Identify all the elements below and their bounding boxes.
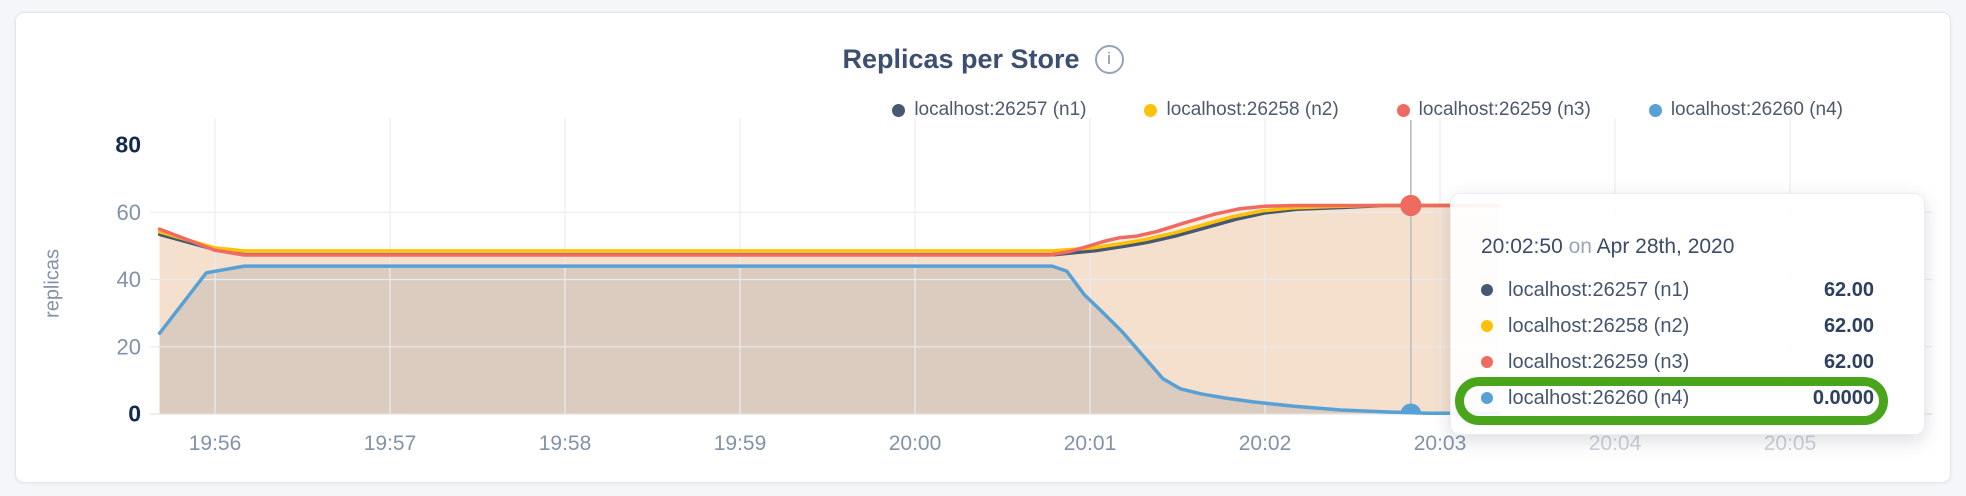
tooltip-row-label: localhost:26259 (n3) bbox=[1508, 350, 1690, 373]
y-tick-label: 60 bbox=[117, 200, 141, 225]
tooltip-row-dot bbox=[1481, 284, 1493, 296]
tooltip-row-value: 62.00 bbox=[1823, 278, 1874, 301]
legend-item-label: localhost:26258 (n2) bbox=[1166, 99, 1339, 120]
tooltip-rows: localhost:26257 (n1) 62.00 localhost:26258… bbox=[1481, 272, 1894, 416]
area-fill-2 bbox=[159, 205, 1499, 414]
tooltip-header: 20:02:50 on Apr 28th, 2020 bbox=[1481, 234, 1894, 260]
tooltip-row-label: localhost:26258 (n2) bbox=[1508, 314, 1690, 337]
tooltip-time: 20:02:50 bbox=[1481, 235, 1563, 258]
y-tick-label: 40 bbox=[117, 267, 141, 292]
x-tick-label: 19:56 bbox=[189, 432, 242, 455]
y-axis-title: replicas bbox=[41, 249, 64, 318]
page-title: Replicas per Store bbox=[842, 44, 1080, 74]
y-tick-label: 0 bbox=[128, 401, 141, 427]
area-fill-1 bbox=[159, 205, 1499, 414]
series-line-2 bbox=[157, 203, 1501, 257]
tooltip-row-n1: localhost:26257 (n1) 62.00 bbox=[1481, 272, 1894, 308]
x-tick-label: 19:59 bbox=[714, 432, 767, 455]
tooltip-row-n4: localhost:26260 (n4) 0.0000 bbox=[1481, 380, 1894, 416]
x-tick-label: 20:03 bbox=[1414, 432, 1467, 455]
y-tick-labels: 80 60 40 20 0 bbox=[115, 132, 141, 427]
tooltip-row-value: 62.00 bbox=[1823, 350, 1874, 373]
x-tick-label: 20:04 bbox=[1589, 432, 1642, 455]
tooltip-row-dot bbox=[1481, 320, 1493, 332]
chart-header: Replicas per Store i bbox=[0, 42, 1966, 76]
hover-dots bbox=[1400, 195, 1422, 414]
hover-dot-2 bbox=[1400, 195, 1422, 216]
y-tick-label: 20 bbox=[117, 334, 141, 359]
x-tick-label: 20:01 bbox=[1064, 432, 1117, 455]
x-tick-labels: 19:56 19:57 19:58 19:59 20:00 20:01 20:02 20:03… bbox=[189, 432, 1817, 455]
gridlines bbox=[150, 118, 1932, 415]
legend-dot bbox=[1144, 103, 1158, 117]
tooltip-row-n2: localhost:26258 (n2) 62.00 bbox=[1481, 308, 1894, 344]
legend-dot bbox=[892, 103, 906, 117]
tooltip-row-dot bbox=[1481, 356, 1493, 368]
x-tick-label: 20:05 bbox=[1764, 432, 1817, 455]
legend-item-n1[interactable]: localhost:26257 (n1) bbox=[892, 99, 1086, 121]
tooltip-row-value: 62.00 bbox=[1823, 314, 1874, 337]
hover-dot-3 bbox=[1400, 403, 1422, 414]
series-line-3 bbox=[157, 264, 1501, 416]
tooltip-on-word: on bbox=[1568, 235, 1592, 258]
hover-tooltip: 20:02:50 on Apr 28th, 2020 localhost:262… bbox=[1450, 193, 1925, 435]
legend-item-n4[interactable]: localhost:26260 (n4) bbox=[1648, 99, 1843, 121]
x-tick-label: 20:02 bbox=[1239, 432, 1292, 455]
tooltip-row-dot bbox=[1481, 392, 1493, 404]
legend: localhost:26257 (n1) localhost:26258 (n2)… bbox=[892, 99, 1843, 121]
legend-item-label: localhost:26257 (n1) bbox=[914, 99, 1087, 120]
tooltip-date: Apr 28th, 2020 bbox=[1596, 235, 1735, 258]
x-tick-label: 19:57 bbox=[364, 432, 417, 455]
area-fill-3 bbox=[159, 266, 1499, 414]
legend-item-n3[interactable]: localhost:26259 (n3) bbox=[1396, 99, 1591, 121]
legend-dot bbox=[1648, 103, 1662, 117]
tooltip-row-n3: localhost:26259 (n3) 62.00 bbox=[1481, 344, 1894, 380]
tooltip-row-label: localhost:26260 (n4) bbox=[1508, 386, 1690, 409]
x-tick-label: 20:00 bbox=[889, 432, 942, 455]
series-lines bbox=[157, 203, 1501, 416]
tooltip-row-value: 0.0000 bbox=[1812, 386, 1874, 409]
legend-item-label: localhost:26259 (n3) bbox=[1418, 99, 1591, 120]
legend-item-label: localhost:26260 (n4) bbox=[1670, 99, 1843, 120]
y-tick-label: 80 bbox=[115, 132, 141, 158]
legend-item-n2[interactable]: localhost:26258 (n2) bbox=[1144, 99, 1339, 121]
area-fills bbox=[159, 205, 1499, 414]
legend-dot bbox=[1396, 103, 1410, 117]
x-tick-label: 19:58 bbox=[539, 432, 592, 455]
info-icon[interactable]: i bbox=[1094, 44, 1124, 74]
tooltip-row-label: localhost:26257 (n1) bbox=[1508, 278, 1690, 301]
